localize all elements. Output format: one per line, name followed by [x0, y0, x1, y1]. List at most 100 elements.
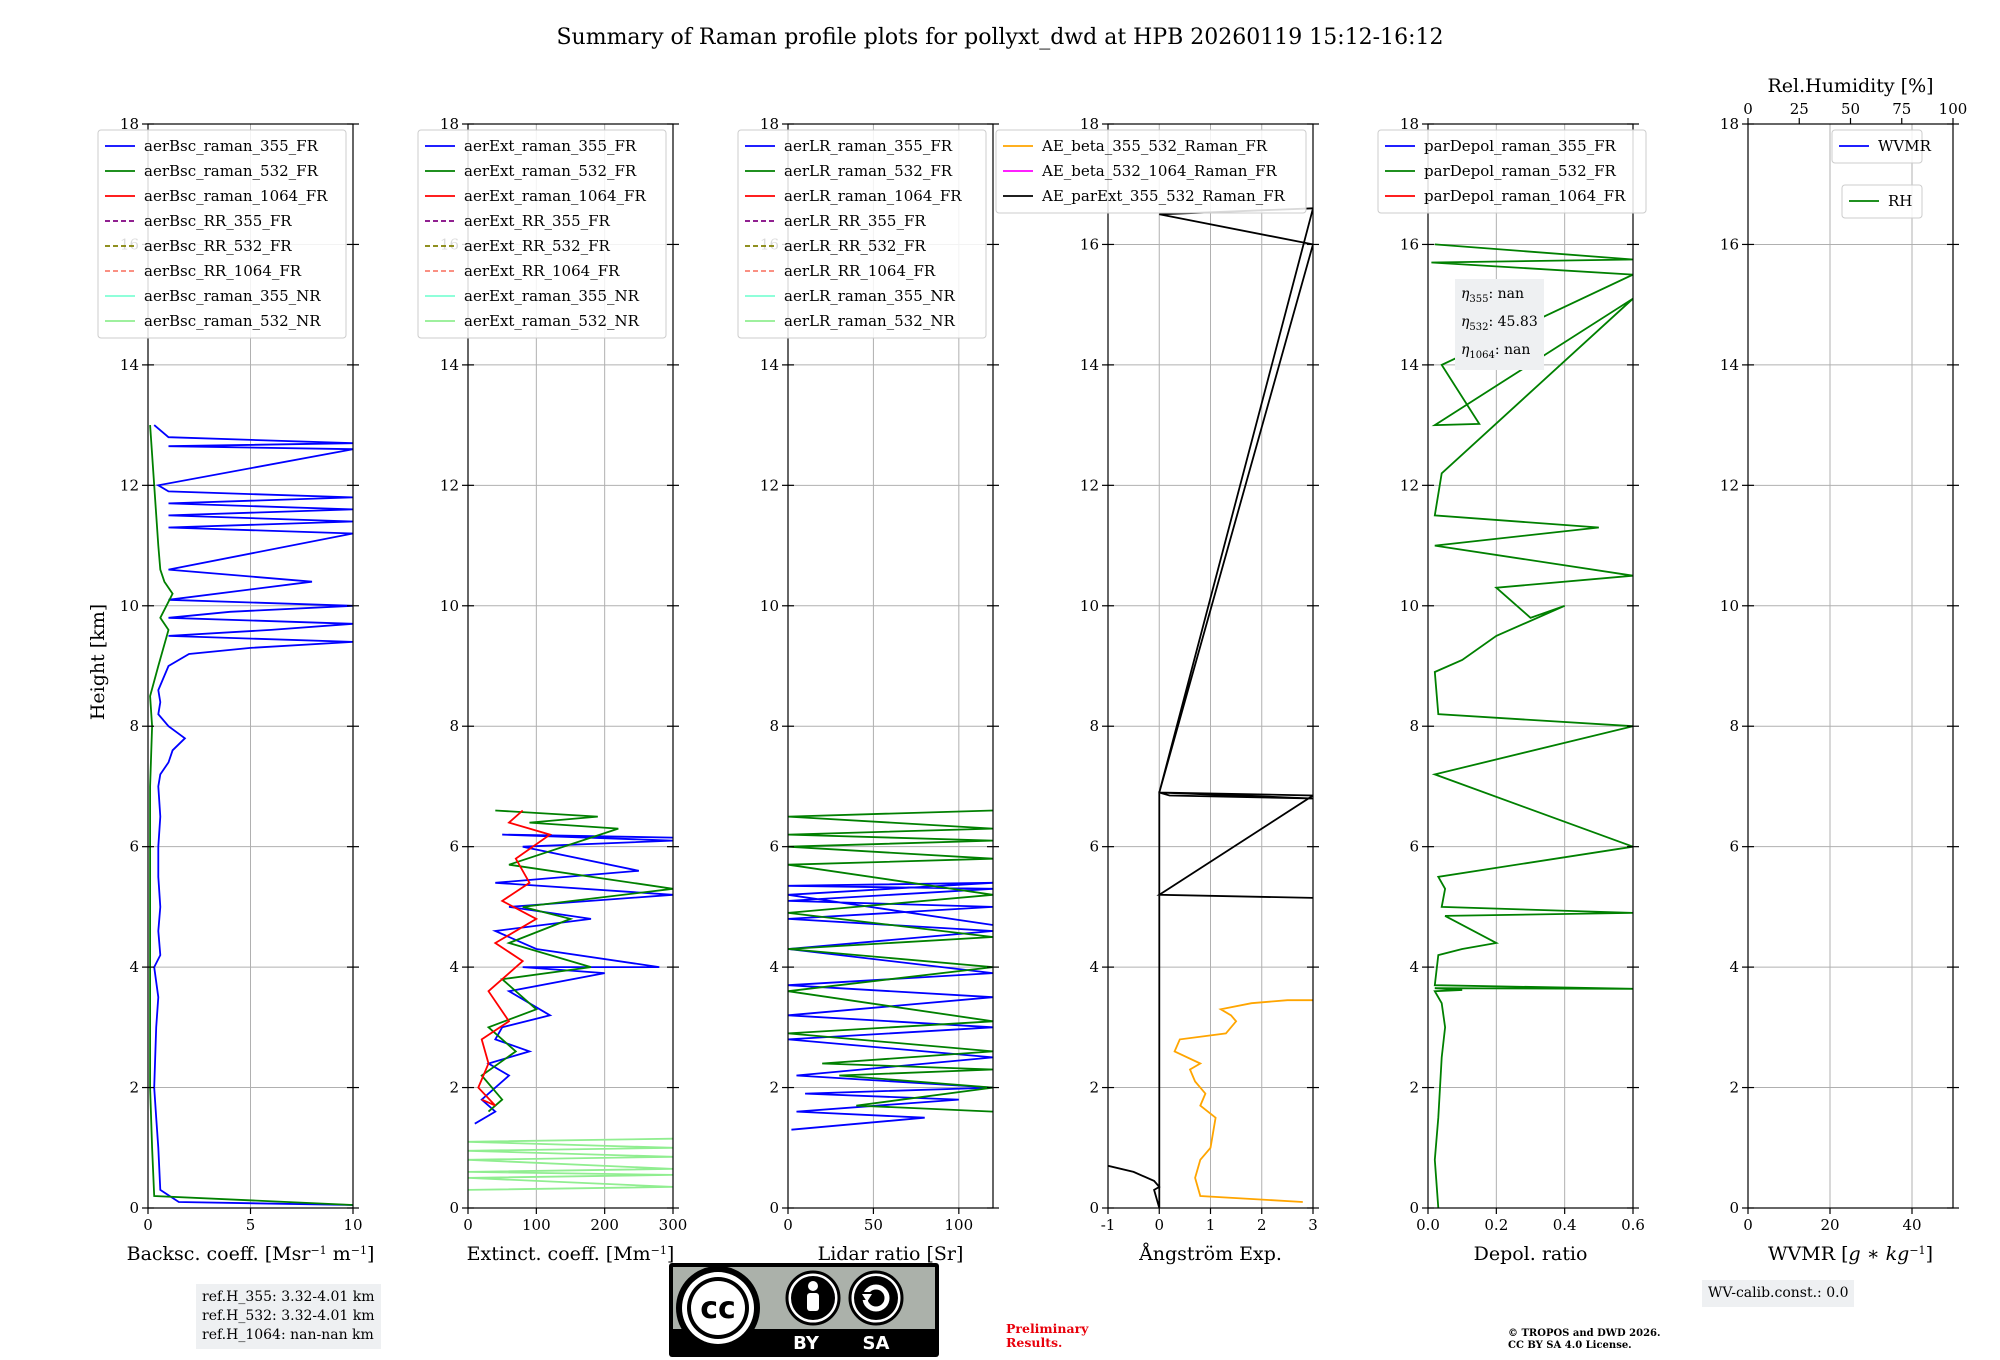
- y-tick-label: 4: [129, 958, 139, 976]
- y-tick-label: 0: [1089, 1199, 1099, 1217]
- legend-label: aerBsc_raman_355_NR: [144, 287, 321, 305]
- x-tick-label: 0.0: [1416, 1216, 1440, 1234]
- x-tick-label: 5: [246, 1216, 256, 1234]
- series-aerBsc_raman_355_FR: [153, 424, 353, 1206]
- legend-label: aerExt_raman_355_NR: [464, 287, 640, 305]
- ref-height-1064: ref.H_1064: nan-nan km: [202, 1327, 374, 1343]
- x-tick-label: 0: [463, 1216, 473, 1234]
- y-tick-label: 14: [1720, 356, 1739, 374]
- series-parDepol_raman_532_FR: [1431, 243, 1633, 1208]
- y-tick-label: 2: [1729, 1079, 1739, 1097]
- y-tick-label: 12: [440, 476, 459, 494]
- legend: WVMR: [1831, 129, 1932, 164]
- y-tick-label: 0: [449, 1199, 459, 1217]
- y-tick-label: 8: [129, 717, 139, 735]
- legend-frame: [417, 129, 667, 339]
- top-x-tick-label: 100: [1939, 100, 1968, 118]
- legend-label: aerExt_raman_532_NR: [464, 312, 640, 330]
- wv-calibration-box: WV-calib.const.: 0.0: [1702, 1280, 1855, 1307]
- eta-1064: η1064: nan: [1461, 341, 1531, 361]
- y-tick-label: 14: [1080, 356, 1099, 374]
- y-tick-label: 4: [1089, 958, 1099, 976]
- y-tick-label: 0: [1409, 1199, 1419, 1217]
- y-tick-label: 8: [1089, 717, 1099, 735]
- legend-label: aerExt_RR_1064_FR: [464, 262, 620, 280]
- x-tick-label: -1: [1101, 1216, 1116, 1234]
- legend-frame: [1841, 184, 1923, 219]
- legend-label: aerExt_raman_1064_FR: [464, 187, 646, 205]
- copyright-note: © TROPOS and DWD 2026. CC BY SA 4.0 Lice…: [1508, 1328, 1661, 1351]
- axes-frame: [1427, 123, 1634, 1209]
- y-tick-label: 12: [1080, 476, 1099, 494]
- legend-label: aerBsc_raman_355_FR: [144, 137, 319, 155]
- x-axis-label-depol: Depol. ratio: [1474, 1243, 1588, 1265]
- legend: parDepol_raman_355_FR parDepol_raman_532_…: [1377, 129, 1647, 214]
- x-tick-label: 0: [1154, 1216, 1164, 1234]
- legend-label: aerExt_raman_355_FR: [464, 137, 637, 155]
- eta-box: η355: nan η532: 45.83 η1064: nan: [1455, 279, 1544, 371]
- y-tick-label: 0: [769, 1199, 779, 1217]
- y-tick-label: 4: [769, 958, 779, 976]
- legend: aerLR_raman_355_FR aerLR_raman_532_FR aerL…: [737, 129, 987, 339]
- preliminary-results-note: Preliminary Results.: [1006, 1321, 1089, 1350]
- y-tick-label: 4: [1729, 958, 1739, 976]
- y-tick-label: 12: [1720, 476, 1739, 494]
- legend-label: aerBsc_RR_355_FR: [144, 212, 292, 230]
- legend-label: AE_parExt_355_532_Raman_FR: [1041, 187, 1286, 205]
- x-axis-label-angstrom: Ångström Exp.: [1138, 1243, 1282, 1265]
- legend-label: aerExt_RR_355_FR: [464, 212, 611, 230]
- y-axis-label: Height [km]: [87, 604, 109, 720]
- ref-height-355: ref.H_355: 3.32-4.01 km: [202, 1289, 375, 1305]
- eta-532: η532: 45.83: [1461, 313, 1538, 333]
- y-tick-label: 18: [1720, 115, 1739, 133]
- legend-label: aerLR_raman_532_NR: [784, 312, 955, 330]
- legend-label: RH: [1888, 192, 1912, 210]
- top-x-tick-label: 75: [1892, 100, 1911, 118]
- y-tick-label: 16: [1720, 235, 1739, 253]
- figure-title: Summary of Raman profile plots for polly…: [556, 25, 1443, 50]
- ref-height-532: ref.H_532: 3.32-4.01 km: [202, 1308, 375, 1324]
- y-tick-label: 14: [760, 356, 779, 374]
- y-tick-label: 10: [1720, 597, 1739, 615]
- legend: AE_beta_355_532_Raman_FR AE_beta_532_1064…: [995, 129, 1307, 214]
- y-tick-label: 8: [1409, 717, 1419, 735]
- legend: aerBsc_raman_355_FR aerBsc_raman_532_FRae…: [97, 129, 347, 339]
- legend-label: WVMR: [1878, 137, 1932, 155]
- x-tick-label: 0: [143, 1216, 153, 1234]
- legend-label: aerBsc_raman_532_NR: [144, 312, 321, 330]
- eta-355: η355: nan: [1461, 286, 1525, 305]
- x-tick-label: 0.6: [1621, 1216, 1645, 1234]
- series-aerExt_raman_1064_FR: [477, 809, 553, 1107]
- y-tick-label: 6: [769, 838, 779, 856]
- panel-backscatter: 0246810121416180510Backsc. coeff. [Msr−1…: [97, 115, 374, 1265]
- y-tick-label: 14: [1400, 356, 1419, 374]
- y-tick-label: 16: [1400, 235, 1419, 253]
- x-tick-label: 0.4: [1553, 1216, 1577, 1234]
- legend-label: aerExt_RR_532_FR: [464, 237, 611, 255]
- y-tick-label: 18: [1080, 115, 1099, 133]
- x-tick-label: 40: [1902, 1216, 1921, 1234]
- legend-label: parDepol_raman_1064_FR: [1424, 187, 1626, 205]
- cc-by-sa-license-badge: cc BY SA: [669, 1263, 939, 1357]
- y-tick-label: 2: [1409, 1079, 1419, 1097]
- x-tick-label: 0: [783, 1216, 793, 1234]
- y-tick-label: 14: [440, 356, 459, 374]
- x-tick-label: 200: [590, 1216, 619, 1234]
- x-tick-label: 20: [1820, 1216, 1839, 1234]
- legend-label: aerLR_raman_355_FR: [784, 137, 953, 155]
- panel-extinction: 0246810121416180100200300Extinct. coeff.…: [417, 115, 687, 1265]
- top-axis-label: Rel.Humidity [%]: [1767, 75, 1933, 97]
- x-tick-label: 2: [1257, 1216, 1267, 1234]
- x-tick-label: 100: [522, 1216, 551, 1234]
- legend-label: aerLR_RR_532_FR: [784, 237, 926, 255]
- x-tick-label: 50: [864, 1216, 883, 1234]
- x-tick-label: 100: [945, 1216, 974, 1234]
- x-axis-label-extinction: Extinct. coeff. [Mm−1]: [467, 1243, 675, 1265]
- legend-label: aerLR_RR_355_FR: [784, 212, 926, 230]
- y-tick-label: 6: [129, 838, 139, 856]
- x-tick-label: 0: [1743, 1216, 1753, 1234]
- y-tick-label: 18: [1400, 115, 1419, 133]
- legend-label: aerLR_raman_532_FR: [784, 162, 953, 180]
- legend-label: aerLR_raman_355_NR: [784, 287, 955, 305]
